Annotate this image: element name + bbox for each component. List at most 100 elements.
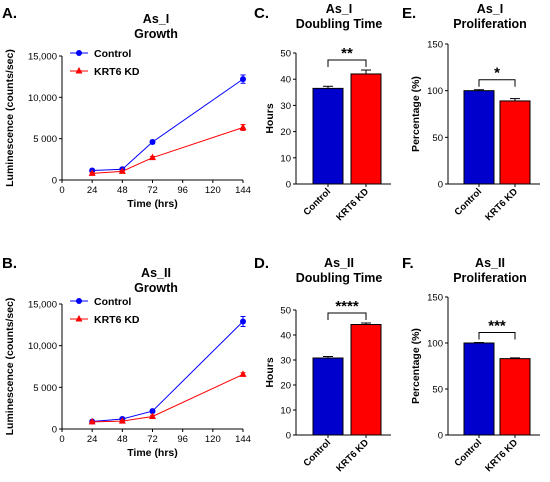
y-tick-label: 0 — [286, 180, 291, 191]
y-tick-label: 50 — [280, 49, 291, 60]
y-tick-label: 50 — [432, 133, 443, 144]
significance-label: *** — [488, 318, 506, 335]
panel-d-title-line1: As_II — [324, 256, 354, 270]
significance-bracket — [327, 312, 367, 320]
panel-label-b: B. — [2, 255, 17, 272]
data-point — [149, 408, 156, 415]
y-tick-label: 10 — [280, 406, 291, 417]
x-axis-label: Time (hrs) — [127, 447, 178, 459]
y-tick-label: 5 000 — [33, 134, 57, 145]
data-point — [239, 123, 247, 131]
x-tick-label: 72 — [147, 434, 158, 445]
y-tick-label: 40 — [280, 75, 291, 86]
x-tick-label: 144 — [235, 434, 251, 445]
significance-bracket — [478, 332, 516, 340]
bar-krt6-kd — [499, 358, 531, 436]
x-tick-label: 24 — [87, 434, 98, 445]
y-tick-label: 20 — [280, 381, 291, 392]
chart-e-proliferation-as1: 0 50 100 150 Percentage (%) Control KRT6 KD * — [410, 40, 540, 223]
x-category-label: KRT6 KD — [334, 186, 371, 223]
panel-c-title-line2: Doubling Time — [296, 17, 383, 31]
y-tick-label: 10 — [280, 153, 291, 164]
significance-label: **** — [335, 298, 359, 315]
series-line-control — [92, 78, 244, 171]
y-tick-label: 0 — [52, 176, 57, 187]
x-category-label: Control — [301, 186, 333, 218]
series-line-krt6-kd — [92, 127, 244, 174]
series-line-control — [92, 321, 244, 422]
legend-label: Control — [94, 48, 131, 60]
x-tick-label: 120 — [205, 185, 221, 196]
y-tick-label: 50 — [432, 385, 443, 396]
bar-krt6-kd — [350, 73, 382, 185]
y-axis-label: Percentage (%) — [410, 328, 422, 404]
chart-f-proliferation-as2: 0 50 100 150 Percentage (%) Control KRT6 KD *** — [410, 293, 540, 474]
y-tick-label: 0 — [52, 425, 57, 436]
data-point — [149, 153, 156, 161]
data-point — [240, 318, 246, 325]
chart-a-growth-as1: 0 24 48 72 96 120 144 0 5 000 10,000 15,000 Time (h… — [4, 48, 251, 210]
bar-control — [463, 90, 495, 185]
x-category-label: Control — [452, 437, 484, 469]
x-tick-label: 96 — [177, 185, 188, 196]
legend-marker — [75, 315, 83, 322]
significance-label: ** — [341, 45, 353, 62]
legend-marker — [76, 50, 82, 56]
x-category-label: Control — [301, 437, 333, 469]
panel-label-c: C. — [254, 5, 269, 22]
y-tick-label: 30 — [280, 356, 291, 367]
panel-a-title-line2: Growth — [134, 27, 178, 41]
bar-control — [312, 357, 344, 436]
panel-label-e: E. — [402, 5, 416, 22]
legend-marker — [76, 298, 82, 304]
x-tick-label: 144 — [235, 185, 251, 196]
data-point — [88, 169, 96, 176]
significance-label: * — [494, 65, 500, 82]
x-tick-label: 120 — [205, 434, 221, 445]
x-tick-label: 48 — [117, 185, 128, 196]
series-line-krt6-kd — [92, 373, 244, 423]
panel-a-title-line1: As_I — [143, 12, 169, 26]
x-category-label: KRT6 KD — [483, 437, 520, 474]
panel-label-a: A. — [2, 5, 17, 22]
x-tick-label: 72 — [147, 185, 158, 196]
x-tick-label: 48 — [117, 434, 128, 445]
panel-f-title-line2: Proliferation — [453, 271, 527, 285]
y-tick-label: 15,000 — [28, 300, 57, 311]
chart-b-growth-as2: 0 24 48 72 96 120 144 0 5 000 10,000 15,000 Time (h… — [4, 296, 251, 459]
x-category-label: KRT6 KD — [334, 437, 371, 474]
legend-label: KRT6 KD — [94, 314, 140, 326]
panel-e-title-line2: Proliferation — [453, 17, 527, 31]
significance-bracket — [327, 59, 367, 68]
y-tick-label: 150 — [427, 40, 443, 51]
y-axis-label: Hours — [264, 357, 276, 387]
data-point — [118, 417, 126, 424]
y-tick-label: 100 — [427, 339, 443, 350]
panel-label-f: F. — [402, 255, 414, 272]
data-point — [240, 76, 246, 83]
y-axis-label: Percentage (%) — [410, 76, 422, 152]
panel-b-title-line1: As_II — [141, 266, 171, 280]
y-tick-label: 0 — [438, 431, 443, 442]
x-category-label: KRT6 KD — [483, 186, 520, 223]
panel-f-title-line1: As_II — [475, 256, 505, 270]
legend-marker — [75, 67, 83, 74]
y-tick-label: 150 — [427, 293, 443, 304]
chart-c-doubling-as1: 0 10 20 30 40 50 Hours Control KRT6 KD ** — [264, 45, 391, 223]
x-axis-label: Time (hrs) — [127, 198, 178, 210]
data-point — [149, 138, 156, 145]
y-tick-label: 10,000 — [28, 93, 57, 104]
significance-bracket — [478, 79, 516, 87]
panel-label-d: D. — [254, 255, 269, 272]
panel-e-title-line1: As_I — [477, 2, 503, 16]
x-tick-label: 24 — [87, 185, 98, 196]
panel-b-title-line2: Growth — [134, 281, 178, 295]
y-tick-label: 15,000 — [28, 52, 57, 63]
x-category-label: Control — [452, 186, 484, 218]
y-tick-label: 0 — [438, 180, 443, 191]
y-axis-label: Luminescence (counts/sec) — [4, 298, 16, 436]
x-tick-label: 96 — [177, 434, 188, 445]
y-tick-label: 10,000 — [28, 341, 57, 352]
y-axis-label: Luminescence (counts/sec) — [4, 49, 16, 187]
